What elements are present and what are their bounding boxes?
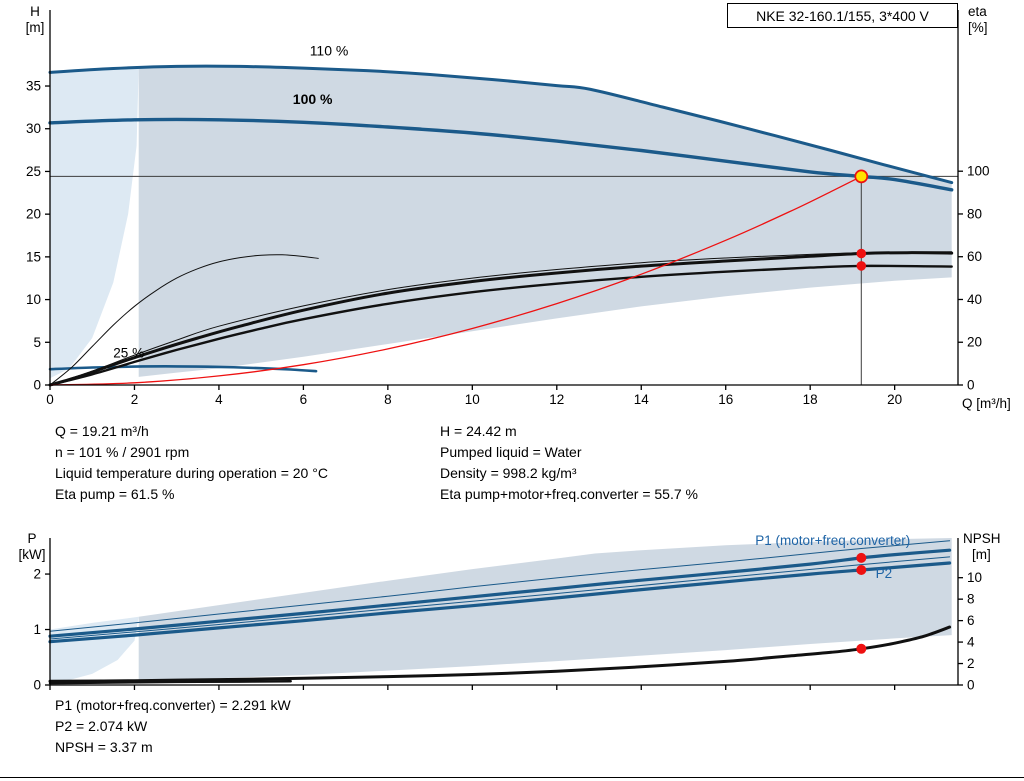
y-right-tick-label: 60 <box>967 249 982 264</box>
h-axis-label: H [m] <box>25 4 45 35</box>
power-npsh-chart: P1 (motor+freq.converter) P2 0 1 2 0 2 4 6 8 10 <box>33 533 982 692</box>
x-tick-label: 4 <box>215 392 223 407</box>
y-right-tick-label: 20 <box>967 335 982 350</box>
duty-info-left: Q = 19.21 m³/h n = 101 % / 2901 rpm Liqu… <box>55 421 328 505</box>
pump-model-title: NKE 32-160.1/155, 3*400 V <box>756 7 929 24</box>
info-line-head: H = 24.42 m <box>440 423 517 439</box>
x-tick-label: 6 <box>300 392 308 407</box>
x-tick-label: 8 <box>384 392 392 407</box>
label-25-percent: 25 % <box>113 346 144 361</box>
label-p1: P1 (motor+freq.converter) <box>755 533 910 548</box>
label-110-percent: 110 % <box>310 42 349 58</box>
y-right-tick-label: 4 <box>967 635 975 650</box>
curve-110-percent <box>48 64 954 185</box>
p-mid-thin-curve <box>49 556 951 640</box>
duty-info-right: H = 24.42 m Pumped liquid = Water Densit… <box>440 421 698 505</box>
p-axis-label: P [kW] <box>18 531 46 562</box>
pump-model-title-box: NKE 32-160.1/155, 3*400 V <box>727 3 958 28</box>
p2-curve <box>48 561 952 644</box>
info-line-p1: P1 (motor+freq.converter) = 2.291 kW <box>55 697 291 713</box>
curve-25-percent <box>48 365 318 373</box>
x-tick-label: 10 <box>465 392 480 407</box>
y-left-tick-label: 5 <box>33 335 41 350</box>
y-right-tick-label: 6 <box>967 613 975 628</box>
y-left-tick-label: 30 <box>26 121 41 136</box>
p2-point <box>856 565 867 575</box>
info-line-eta-total: Eta pump+motor+freq.converter = 55.7 % <box>440 486 698 502</box>
duty-point-marker[interactable] <box>854 169 869 184</box>
y-right-tick-label: 0 <box>967 378 975 393</box>
eta-pump-curve <box>48 251 954 387</box>
power-envelope <box>138 538 952 682</box>
x-tick-label: 18 <box>803 392 818 407</box>
y-right-tick-label: 2 <box>967 656 975 671</box>
y-left-tick-label: 20 <box>26 207 41 222</box>
y-right-tick-label: 40 <box>967 292 982 307</box>
axes <box>45 10 963 390</box>
q-axis-label: Q [m³/h] <box>962 396 1011 411</box>
tick-labels: 0 1 2 0 2 4 6 8 10 <box>33 567 982 693</box>
x-tick-label: 20 <box>887 392 902 407</box>
info-line-liquid-temp: Liquid temperature during operation = 20… <box>55 465 328 481</box>
y-left-tick-label: 15 <box>26 249 41 264</box>
info-line-npsh: NPSH = 3.37 m <box>55 739 153 755</box>
y-right-tick-label: 10 <box>967 570 982 585</box>
power-info: P1 (motor+freq.converter) = 2.291 kW P2 … <box>55 695 291 758</box>
info-line-p2: P2 = 2.074 kW <box>55 718 148 734</box>
y-left-tick-label: 35 <box>26 79 41 94</box>
y-right-tick-label: 80 <box>967 206 982 221</box>
eta-upper-thin-curve <box>49 251 953 386</box>
eta-pump-point <box>856 248 867 259</box>
info-line-speed: n = 101 % / 2901 rpm <box>55 444 190 460</box>
p1-upper-thin-curve <box>49 540 951 632</box>
p-25-percent-curve <box>48 679 292 685</box>
eta-axis-label: eta [%] <box>968 4 988 35</box>
info-line-q: Q = 19.21 m³/h <box>55 423 149 439</box>
label-p2: P2 <box>876 566 893 581</box>
eta-total-curve <box>48 264 953 387</box>
y-left-tick-label: 0 <box>33 378 41 393</box>
label-100-percent: 100 % <box>293 91 333 107</box>
head-flow-chart: 110 % 100 % 25 % 0 2 4 6 8 10 12 14 16 18 20 0 5 10 15 20 2… <box>26 10 990 407</box>
y-left-tick-label: 25 <box>26 164 41 179</box>
p1-point <box>856 552 867 563</box>
p1-curve <box>48 548 952 638</box>
info-line-eta-pump: Eta pump = 61.5 % <box>55 486 175 502</box>
y-left-tick-label: 2 <box>33 567 41 582</box>
axes <box>45 538 963 690</box>
npsh-point <box>856 643 867 654</box>
npsh-curve <box>48 625 952 683</box>
tick-labels: 0 2 4 6 8 10 12 14 16 18 20 0 5 10 15 20 25 30 35 0 20 40 60 80… <box>26 79 990 407</box>
system-curve-red <box>49 175 862 386</box>
info-line-pumped-liquid: Pumped liquid = Water <box>440 444 582 460</box>
y-right-tick-label: 8 <box>967 592 975 607</box>
y-left-tick-label: 10 <box>26 292 41 307</box>
operating-envelope-light <box>50 67 139 379</box>
y-left-tick-label: 1 <box>33 622 41 637</box>
eta-total-point <box>856 261 867 271</box>
x-tick-label: 16 <box>718 392 733 407</box>
y-right-tick-label: 100 <box>967 164 990 179</box>
y-right-tick-label: 0 <box>967 678 975 693</box>
page-bottom-rule <box>0 777 1024 778</box>
eta-25-thin-curve <box>49 254 319 386</box>
y-left-tick-label: 0 <box>33 678 41 693</box>
x-tick-label: 14 <box>634 392 650 407</box>
curve-100-percent <box>48 117 954 192</box>
operating-envelope <box>138 66 952 377</box>
npsh-axis-label: NPSH [m] <box>963 531 1001 562</box>
info-line-density: Density = 998.2 kg/m³ <box>440 465 577 481</box>
x-tick-label: 12 <box>549 392 564 407</box>
x-tick-label: 2 <box>131 392 139 407</box>
x-tick-label: 0 <box>46 392 54 407</box>
